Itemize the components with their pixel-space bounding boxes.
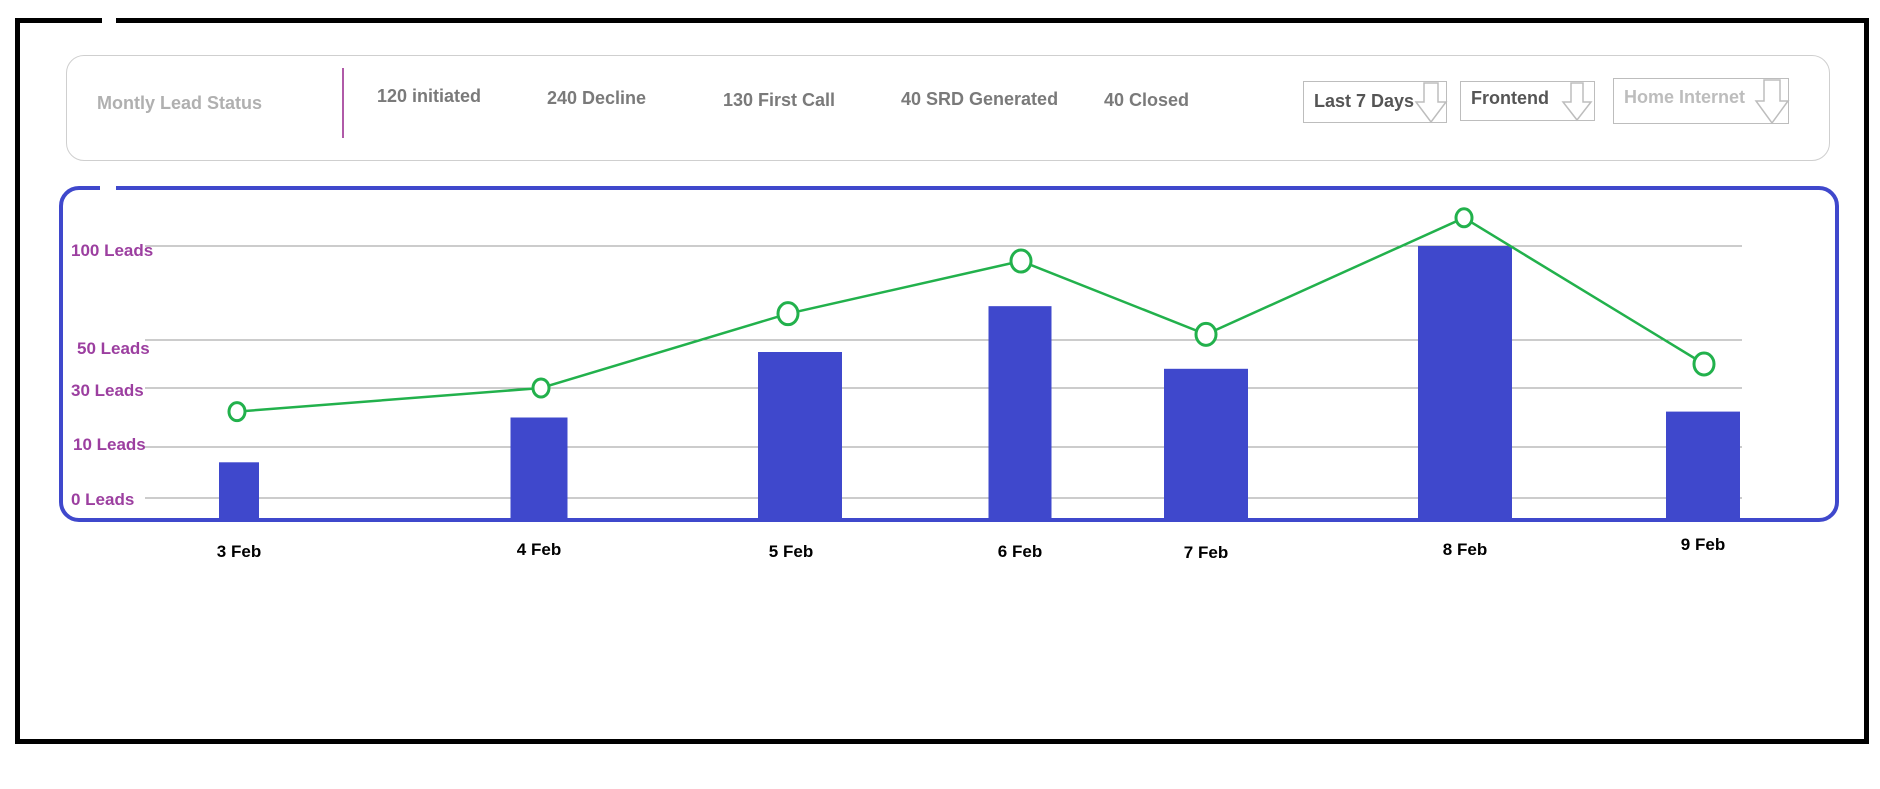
bar-5-feb xyxy=(758,352,842,520)
panel-divider xyxy=(342,68,344,138)
x-tick-label: 7 Feb xyxy=(1184,543,1228,562)
product-dropdown-label: Home Internet xyxy=(1624,87,1746,107)
y-tick-label: 100 Leads xyxy=(71,241,153,260)
team-dropdown-label: Frontend xyxy=(1471,88,1549,108)
chevron-down-icon xyxy=(1754,79,1790,125)
trend-point xyxy=(1454,207,1474,229)
x-tick-label: 6 Feb xyxy=(998,542,1042,561)
trend-point xyxy=(531,377,551,399)
period-dropdown[interactable]: Last 7 Days xyxy=(1303,81,1448,124)
chevron-down-icon xyxy=(1561,82,1593,122)
bar-6-feb xyxy=(988,306,1052,520)
trend-point xyxy=(1194,321,1218,347)
product-dropdown[interactable]: Home Internet xyxy=(1613,78,1790,125)
trend-point xyxy=(1009,248,1033,274)
bar-3-feb xyxy=(219,462,259,520)
y-tick-label: 50 Leads xyxy=(77,339,150,358)
stat-first-call: 130 First Call xyxy=(723,90,836,110)
trend-point xyxy=(1692,351,1716,377)
stat-closed: 40 Closed xyxy=(1104,90,1190,110)
team-dropdown[interactable]: Frontend xyxy=(1460,81,1595,122)
stat-decline: 240 Decline xyxy=(547,88,647,108)
panel-title: Montly Lead Status xyxy=(97,93,263,113)
bar-8-feb xyxy=(1418,246,1512,520)
trend-point xyxy=(776,301,800,327)
x-tick-label: 8 Feb xyxy=(1443,540,1487,559)
y-tick-label: 30 Leads xyxy=(71,381,144,400)
y-tick-label: 0 Leads xyxy=(71,490,134,509)
x-tick-label: 3 Feb xyxy=(217,542,261,561)
chevron-down-icon xyxy=(1414,82,1448,124)
stat-initiated: 120 initiated xyxy=(377,86,482,106)
bar-9-feb xyxy=(1666,411,1740,520)
lead-status-panel: Montly Lead Status 120 initiated 240 Dec… xyxy=(66,55,1830,161)
x-tick-label: 9 Feb xyxy=(1681,535,1725,554)
bar-7-feb xyxy=(1164,368,1248,520)
x-tick-label: 4 Feb xyxy=(517,540,561,559)
frame-notch xyxy=(102,14,116,24)
bar-4-feb xyxy=(510,417,568,520)
stat-srd-generated: 40 SRD Generated xyxy=(901,89,1059,109)
x-tick-label: 5 Feb xyxy=(769,542,813,561)
trend-point xyxy=(227,401,247,423)
chart-frame xyxy=(59,186,1839,522)
y-tick-label: 10 Leads xyxy=(73,435,146,454)
period-dropdown-label: Last 7 Days xyxy=(1314,91,1415,111)
chart-frame-notch xyxy=(100,180,116,194)
